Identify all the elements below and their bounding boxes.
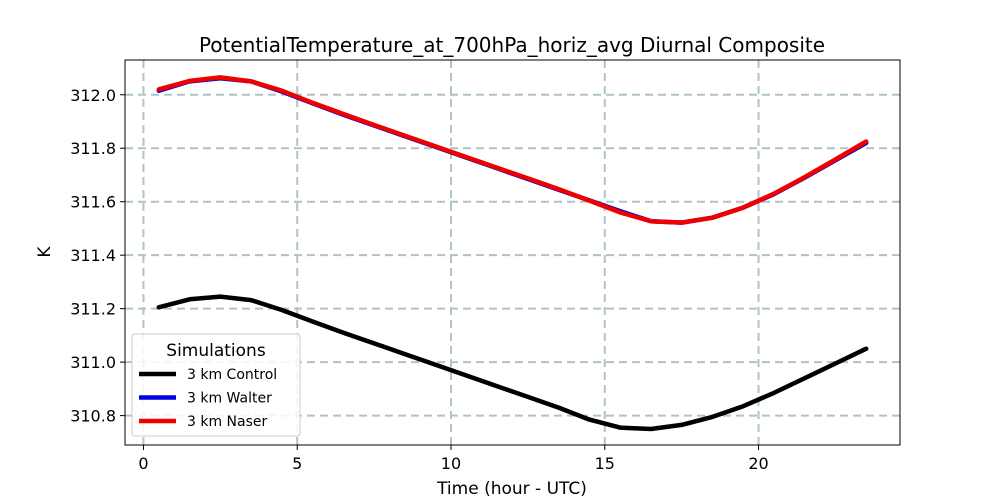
y-tick-label: 310.8 — [70, 407, 116, 426]
plot-frame — [124, 59, 901, 446]
x-tick-label: 10 — [441, 454, 461, 473]
x-tick-label: 0 — [138, 454, 148, 473]
legend-label: 3 km Control — [187, 367, 277, 383]
x-axis-label: Time (hour - UTC) — [436, 479, 587, 499]
legend-box — [131, 333, 301, 437]
plot-lines — [156, 75, 869, 432]
y-tick-label: 311.2 — [70, 300, 116, 319]
legend-label: 3 km Naser — [187, 414, 268, 430]
legend-label: 3 km Walter — [187, 391, 272, 407]
legend: Simulations 3 km Control 3 km Walter 3 km … — [131, 333, 301, 437]
legend-title: Simulations — [166, 341, 266, 361]
y-tick-label: 311.0 — [70, 353, 116, 372]
y-tick-label: 312.0 — [70, 86, 116, 105]
x-tick-label: 5 — [292, 454, 302, 473]
y-tick-label: 311.6 — [70, 193, 116, 212]
y-axis-label: K — [35, 246, 55, 258]
series-line-3-km-control — [156, 294, 869, 432]
y-tick-label: 311.4 — [70, 246, 116, 265]
y-tick-label: 311.8 — [70, 139, 116, 158]
series-line-3-km-naser — [156, 75, 869, 225]
chart-title: PotentialTemperature_at_700hPa_horiz_avg… — [199, 33, 825, 57]
x-tick-label: 15 — [595, 454, 615, 473]
x-tick-label: 20 — [748, 454, 768, 473]
ticks: 0 5 10 15 20 310.8 311.0 311.2 311.4 311.6 311.8 31… — [70, 86, 769, 473]
